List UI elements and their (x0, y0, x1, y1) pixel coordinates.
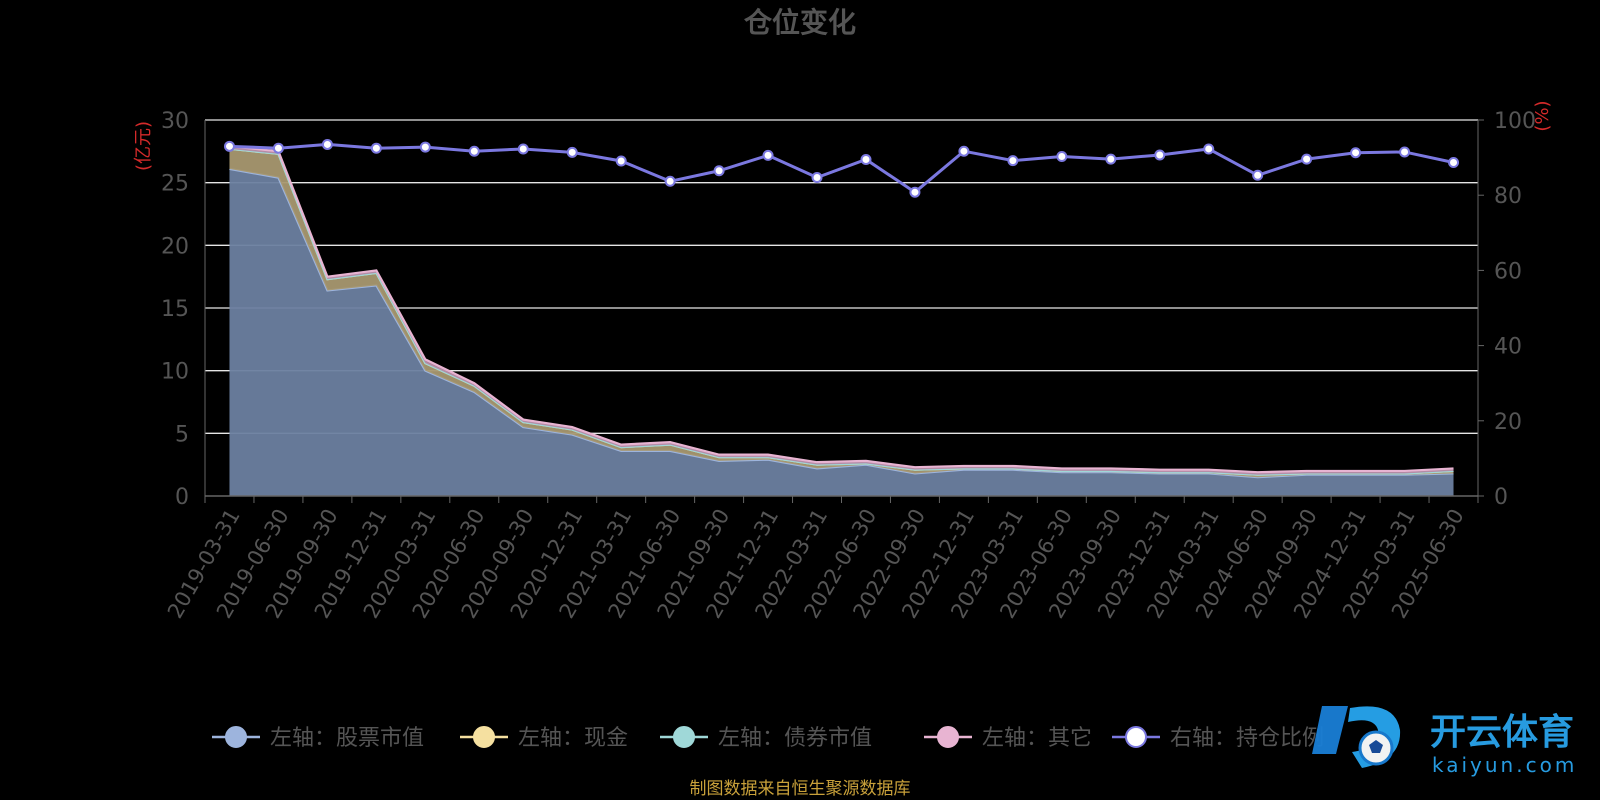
ratio-point (909, 186, 921, 198)
area-edge-3 (229, 145, 1454, 474)
ratio-point (664, 175, 676, 187)
ratio-point (1105, 153, 1117, 165)
ratio-point (1203, 143, 1215, 155)
area-edge-0 (229, 167, 1454, 479)
legend-marker (1125, 726, 1147, 748)
kaiyun-domain-text: kaiyun.com (1432, 753, 1577, 777)
y-right-tick-label: 100 (1494, 109, 1536, 134)
legend-marker (473, 726, 495, 748)
kaiyun-brand-text: 开云体育 (1430, 712, 1574, 753)
ratio-point (762, 149, 774, 161)
legend[interactable]: 左轴：股票市值 左轴：现金 左轴：债券市值 左轴：其它 右轴：持仓比例 (212, 726, 1324, 751)
y-left-tick-label: 15 (161, 297, 189, 322)
legend-marker (673, 726, 695, 748)
legend-item[interactable]: 左轴：其它 (924, 726, 1092, 751)
data-source-note: 制图数据来自恒生聚源数据库 (690, 779, 911, 799)
ratio-point (1399, 146, 1411, 158)
ratio-point (713, 165, 725, 177)
ratio-point (1448, 156, 1460, 168)
kaiyun-logo-icon (1312, 706, 1401, 768)
y-left-tick-label: 0 (175, 485, 189, 510)
ratio-point (272, 142, 284, 154)
legend-marker (225, 726, 247, 748)
chart-title: 仓位变化 (744, 6, 856, 39)
y-right-tick-label: 40 (1494, 335, 1522, 360)
ratio-point (321, 138, 333, 150)
area-0 (229, 168, 1454, 496)
stacked-area-layer (229, 145, 1454, 496)
left-axis-unit: (亿元) (133, 121, 154, 171)
legend-label: 左轴：现金 (518, 726, 628, 751)
y-right-tick-label: 60 (1494, 259, 1522, 284)
ratio-point (1252, 169, 1264, 181)
ratio-line-layer (223, 138, 1460, 198)
legend-item[interactable]: 左轴：股票市值 (212, 726, 424, 751)
ratio-point (1056, 150, 1068, 162)
ratio-point (566, 146, 578, 158)
ratio-point (1007, 155, 1019, 167)
y-right-tick-label: 80 (1494, 184, 1522, 209)
ratio-point (1301, 153, 1313, 165)
legend-label: 左轴：债券市值 (718, 726, 872, 751)
y-left-tick-label: 25 (161, 172, 189, 197)
ratio-point (615, 155, 627, 167)
y-left-tick-label: 5 (175, 422, 189, 447)
gridlines (205, 119, 1478, 434)
legend-label: 右轴：持仓比例 (1170, 726, 1324, 751)
ratio-point (419, 141, 431, 153)
legend-item[interactable]: 右轴：持仓比例 (1112, 726, 1324, 751)
legend-label: 左轴：其它 (982, 726, 1092, 751)
ratio-line (229, 142, 1454, 195)
ratio-point (517, 143, 529, 155)
ratio-point (1350, 147, 1362, 159)
ratio-point (223, 140, 235, 152)
right-axis-unit: (%) (1532, 100, 1553, 131)
ratio-point (1154, 149, 1166, 161)
y-left-tick-label: 30 (161, 109, 189, 134)
legend-label: 左轴：股票市值 (270, 726, 424, 751)
ratio-point (811, 172, 823, 184)
ratio-point (468, 145, 480, 157)
legend-marker (937, 726, 959, 748)
y-right-tick-label: 0 (1494, 485, 1508, 510)
ratio-point (860, 153, 872, 165)
legend-item[interactable]: 左轴：债券市值 (660, 726, 872, 751)
y-left-tick-label: 10 (161, 360, 189, 385)
ratio-point (370, 142, 382, 154)
y-left-tick-label: 20 (161, 234, 189, 259)
kaiyun-watermark: 开云体育 kaiyun.com (1312, 706, 1577, 777)
ratio-point (958, 145, 970, 157)
y-right-tick-label: 20 (1494, 410, 1522, 435)
legend-item[interactable]: 左轴：现金 (460, 726, 628, 751)
